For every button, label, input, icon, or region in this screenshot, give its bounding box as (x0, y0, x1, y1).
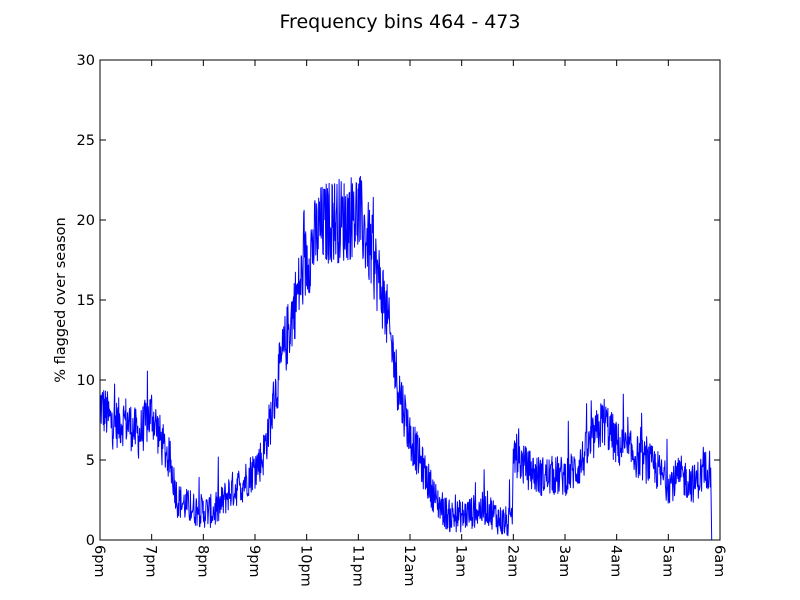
x-tick-label: 5am (659, 545, 675, 577)
x-tick-label: 10pm (298, 545, 314, 587)
plot-area (99, 175, 713, 541)
series-line (99, 175, 713, 541)
x-tick-label: 11pm (349, 545, 365, 587)
x-tick-label: 12am (401, 545, 417, 586)
y-tick-label: 5 (86, 453, 95, 469)
y-axis-label: % flagged over season (53, 217, 69, 382)
y-tick-label: 10 (77, 373, 95, 389)
x-tick-label: 2am (504, 545, 520, 577)
chart-title: Frequency bins 464 - 473 (280, 11, 521, 33)
y-tick-label: 15 (77, 293, 95, 309)
y-tick-label: 25 (77, 133, 95, 149)
x-tick-label: 9pm (246, 545, 262, 578)
y-tick-label: 20 (77, 213, 95, 229)
x-tick-label: 3am (556, 545, 572, 577)
axis-ticks: 0 5 10 15 20 25 30 6pm 7pm 8pm 9pm 10pm 11pm 12am 1am 2… (77, 53, 727, 587)
x-tick-label: 1am (453, 545, 469, 577)
plot-frame (99, 59, 721, 541)
x-tick-label: 8pm (194, 545, 210, 578)
x-tick-label: 6am (711, 545, 727, 577)
x-tick-label: 4am (608, 545, 624, 577)
x-tick-label: 6pm (91, 545, 107, 578)
y-tick-label: 30 (77, 53, 95, 69)
y-tick-label: 0 (86, 533, 95, 549)
x-tick-label: 7pm (143, 545, 159, 578)
